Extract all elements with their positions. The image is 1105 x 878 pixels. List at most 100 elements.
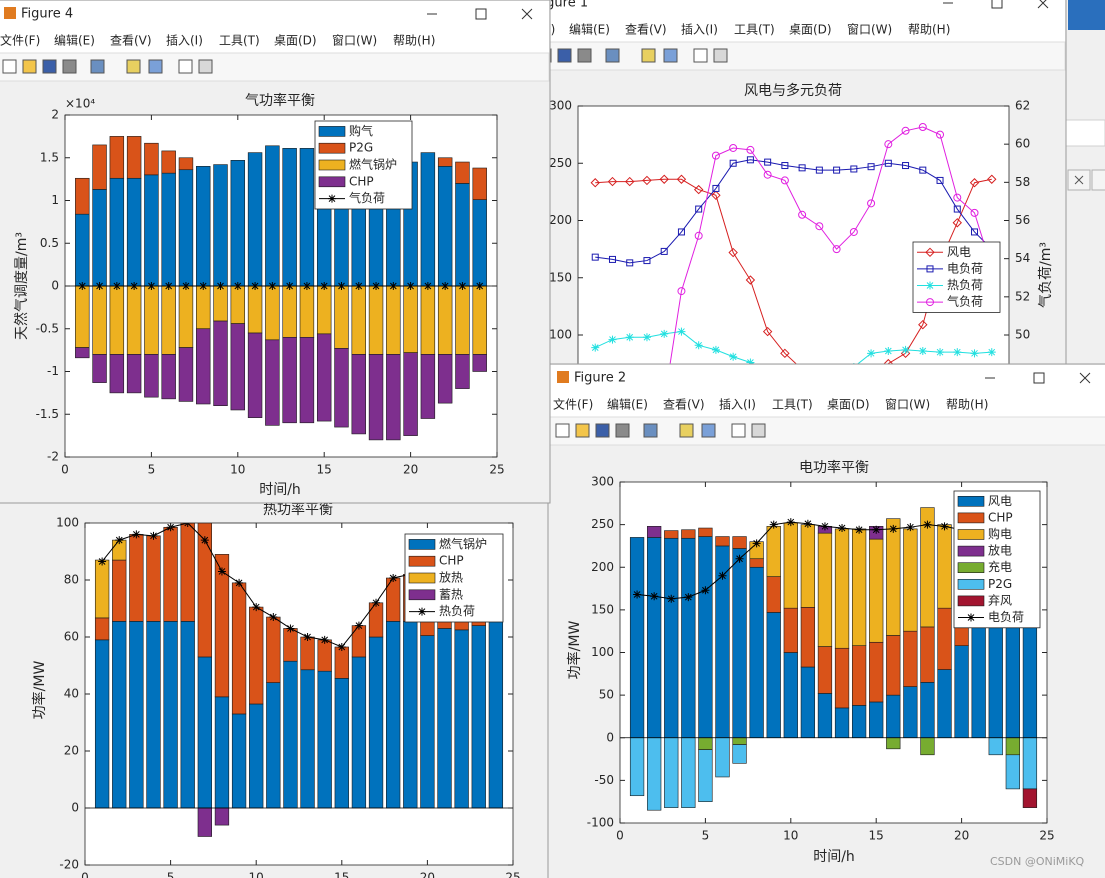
menu-item[interactable]: 桌面(D) [827,398,870,412]
marker [925,247,935,258]
y-tick-label: -0.5 [36,321,59,335]
bar-segment [112,559,127,622]
toolbar-button[interactable] [22,59,37,74]
marker [372,282,381,290]
marker [735,554,744,563]
y2-tick-label: 58 [1015,175,1030,189]
toolbar-button[interactable] [615,423,630,438]
toolbar-button[interactable] [577,48,592,63]
toolbar-button[interactable] [701,423,716,438]
menu-item[interactable]: 帮助(H) [908,23,950,37]
marker [953,205,961,213]
menu-item[interactable]: 查看(V) [663,398,705,412]
marker [677,228,685,236]
menu-item[interactable]: 工具(T) [219,34,260,48]
maximize-button[interactable] [475,8,487,20]
bar-segment [334,646,349,679]
menu-item[interactable]: 插入(I) [166,34,203,48]
toolbar-button[interactable] [713,48,728,63]
toolbar-button[interactable] [643,423,658,438]
menu-item[interactable]: 文件(F) [0,33,40,48]
x-tick-label: 10 [230,463,245,477]
toolbar-button[interactable] [663,48,678,63]
marker [780,176,789,185]
toolbar-button[interactable] [575,423,590,438]
bar-segment [437,166,453,287]
menu-item[interactable]: 编辑(E) [54,33,95,48]
menu-item[interactable]: 查看(V) [110,34,152,48]
bar-segment [386,285,401,355]
y-tick-label: 20 [64,744,79,758]
bar-segment [283,660,298,809]
marker [320,635,329,644]
toolbar-button[interactable] [555,423,570,438]
toolbar-button[interactable] [605,48,620,63]
toolbar-button[interactable] [42,59,57,74]
menu-item[interactable]: 帮助(H) [393,34,435,48]
bar-segment [783,522,798,609]
menu-item[interactable]: 文件(F) [553,397,593,412]
menu-item[interactable]: 插入(I) [681,23,718,37]
menu-item[interactable]: 窗口(W) [332,34,377,48]
toolbar-button[interactable] [2,59,17,74]
menu-item[interactable]: 窗口(W) [885,398,930,412]
toolbar-button[interactable] [90,59,105,74]
marker [199,282,208,290]
menu-item[interactable]: 桌面(D) [789,23,832,37]
bar-segment [800,607,816,668]
toolbar-button[interactable] [595,423,610,438]
legend-swatch [957,529,985,540]
maximize-button[interactable] [991,0,1003,9]
menu-item[interactable]: 插入(I) [719,398,756,412]
y-tick-label: 150 [549,270,572,284]
bar-segment [698,536,713,739]
bar-segment [903,528,918,632]
bar-segment [75,213,90,287]
y-tick-label: 200 [549,213,572,227]
toolbar-button[interactable] [641,48,656,63]
menu-item[interactable]: 桌面(D) [274,34,317,48]
toolbar-button[interactable] [148,59,163,74]
menu-item[interactable]: 工具(T) [734,23,775,37]
menu-item[interactable]: 工具(T) [772,398,813,412]
menu-item[interactable]: 编辑(E) [569,22,610,37]
window-icon [4,7,16,19]
menu-item[interactable]: 帮助(H) [946,398,988,412]
close-button[interactable] [1079,372,1091,384]
bar-segment [681,537,696,739]
menu-item[interactable]: 窗口(W) [847,23,892,37]
toolbar-button[interactable] [751,423,766,438]
marker [181,282,190,290]
marker [918,122,927,131]
marker [971,228,979,236]
bar-segment [472,199,487,287]
y-axis-label: 功率/MW [31,661,48,720]
bar-segment [196,166,211,287]
marker [786,518,795,527]
bar-segment [437,354,453,404]
toolbar-button[interactable] [62,59,77,74]
close-button[interactable] [521,8,533,20]
menu-item[interactable]: 编辑(E) [607,397,648,412]
close-button[interactable] [1037,0,1049,9]
bar-segment [472,354,487,372]
marker [923,520,932,529]
marker [850,165,858,173]
toolbar-button[interactable] [731,423,746,438]
toolbar-button[interactable] [693,48,708,63]
bar-segment [368,602,384,638]
menu-item[interactable]: 查看(V) [625,23,667,37]
toolbar-button[interactable] [126,59,141,74]
toolbar-button[interactable] [198,59,213,74]
bar-segment [420,354,436,419]
toolbar-button[interactable] [679,423,694,438]
toolbar-button[interactable] [178,59,193,74]
marker [763,170,772,179]
maximize-button[interactable] [1033,372,1045,384]
toolbar-button[interactable] [557,48,572,63]
menu-bar [511,18,1065,42]
marker [712,184,720,192]
bar-segment [664,530,679,539]
bar-segment [178,285,194,348]
y2-tick-label: 56 [1015,213,1030,227]
